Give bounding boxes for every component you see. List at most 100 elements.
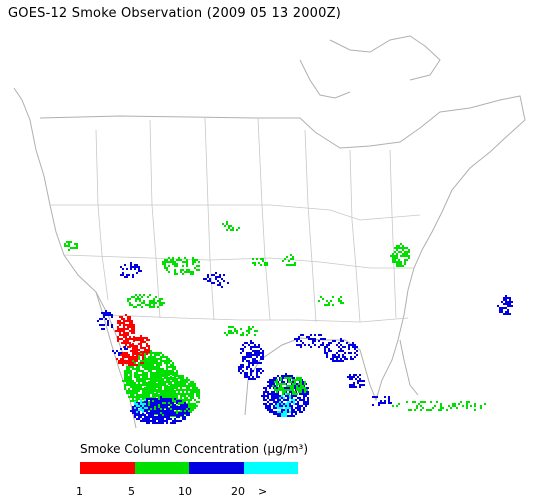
smoke-pixel xyxy=(157,306,159,308)
smoke-pixel xyxy=(132,347,134,349)
smoke-pixel xyxy=(168,389,170,391)
smoke-pixel xyxy=(154,420,156,422)
smoke-pixel xyxy=(128,358,130,360)
smoke-pixel xyxy=(156,358,158,360)
smoke-pixel xyxy=(250,342,252,344)
smoke-pixel xyxy=(160,422,162,424)
smoke-pixel xyxy=(122,380,124,382)
smoke-pixel xyxy=(174,412,176,414)
smoke-pixel xyxy=(158,381,160,383)
smoke-pixel xyxy=(297,397,299,399)
smoke-pixel xyxy=(290,254,292,256)
smoke-pixel xyxy=(194,389,196,391)
smoke-pixel xyxy=(503,297,505,299)
smoke-pixel xyxy=(124,346,126,348)
smoke-pixel xyxy=(254,362,256,364)
smoke-pixel xyxy=(250,372,252,374)
smoke-pixel xyxy=(162,263,164,265)
smoke-pixel xyxy=(400,251,402,253)
smoke-pixel xyxy=(178,389,180,391)
smoke-pixel xyxy=(122,364,124,366)
smoke-pixel xyxy=(406,247,408,249)
smoke-pixel xyxy=(121,316,123,318)
smoke-pixel xyxy=(168,400,170,402)
smoke-pixel xyxy=(188,271,190,273)
smoke-pixel xyxy=(302,342,304,344)
smoke-pixel xyxy=(246,372,248,374)
smoke-pixel xyxy=(288,385,290,387)
smoke-pixel xyxy=(131,296,133,298)
smoke-pixel xyxy=(122,354,124,356)
smoke-pixel xyxy=(299,393,301,395)
smoke-pixel xyxy=(182,404,184,406)
smoke-pixel xyxy=(297,401,299,403)
smoke-pixel xyxy=(283,409,285,411)
smoke-pixel xyxy=(178,391,180,393)
smoke-pixel xyxy=(284,391,286,393)
smoke-pixel xyxy=(388,400,390,402)
smoke-pixel xyxy=(281,409,283,411)
smoke-pixel xyxy=(134,386,136,388)
smoke-pixel xyxy=(250,356,252,358)
smoke-pixel xyxy=(406,251,408,253)
smoke-pixel xyxy=(150,402,152,404)
smoke-pixel xyxy=(138,368,140,370)
smoke-pixel xyxy=(126,374,128,376)
smoke-pixel xyxy=(312,338,314,340)
smoke-pixel xyxy=(388,396,390,398)
smoke-pixel xyxy=(303,393,305,395)
smoke-pixel xyxy=(422,401,424,403)
smoke-pixel xyxy=(359,374,361,376)
smoke-pixel xyxy=(332,354,334,356)
smoke-pixel xyxy=(166,368,168,370)
smoke-pixel xyxy=(296,344,298,346)
smoke-pixel xyxy=(130,360,132,362)
smoke-pixel xyxy=(166,370,168,372)
smoke-pixel xyxy=(107,320,109,322)
smoke-pixel xyxy=(158,402,160,404)
smoke-pixel xyxy=(170,259,172,261)
smoke-pixel xyxy=(256,374,258,376)
smoke-pixel xyxy=(404,247,406,249)
smoke-pixel xyxy=(170,422,172,424)
smoke-pixel xyxy=(128,370,130,372)
smoke-pixel xyxy=(140,414,142,416)
smoke-pixel xyxy=(298,336,300,338)
smoke-pixel xyxy=(256,372,258,374)
smoke-pixel xyxy=(144,349,146,351)
smoke-pixel xyxy=(138,370,140,372)
smoke-pixel xyxy=(254,360,256,362)
smoke-pixel xyxy=(328,348,330,350)
smoke-pixel xyxy=(121,328,123,330)
smoke-pixel xyxy=(178,257,180,259)
smoke-pixel xyxy=(142,391,144,393)
smoke-pixel xyxy=(144,372,146,374)
smoke-pixel xyxy=(124,264,126,266)
smoke-pixel xyxy=(280,385,282,387)
smoke-pixel xyxy=(128,356,130,358)
smoke-pixel xyxy=(376,396,378,398)
smoke-pixel xyxy=(150,379,152,381)
smoke-pixel xyxy=(132,408,134,410)
smoke-pixel xyxy=(192,273,194,275)
smoke-pixel xyxy=(267,395,269,397)
smoke-pixel xyxy=(164,412,166,414)
smoke-pixel xyxy=(120,360,122,362)
smoke-pixel xyxy=(162,356,164,358)
smoke-pixel xyxy=(152,374,154,376)
smoke-pixel xyxy=(146,402,148,404)
smoke-pixel xyxy=(184,381,186,383)
smoke-pixel xyxy=(130,386,132,388)
smoke-pixel xyxy=(119,320,121,322)
smoke-pixel xyxy=(170,389,172,391)
smoke-pixel xyxy=(158,416,160,418)
smoke-pixel xyxy=(144,387,146,389)
smoke-pixel xyxy=(250,340,252,342)
smoke-pixel xyxy=(194,405,196,407)
smoke-pixel xyxy=(119,332,121,334)
smoke-pixel xyxy=(144,351,146,353)
smoke-pixel xyxy=(152,422,154,424)
smoke-pixel xyxy=(146,351,148,353)
smoke-pixel xyxy=(236,330,238,332)
legend-tick-1: 1 xyxy=(76,485,83,498)
